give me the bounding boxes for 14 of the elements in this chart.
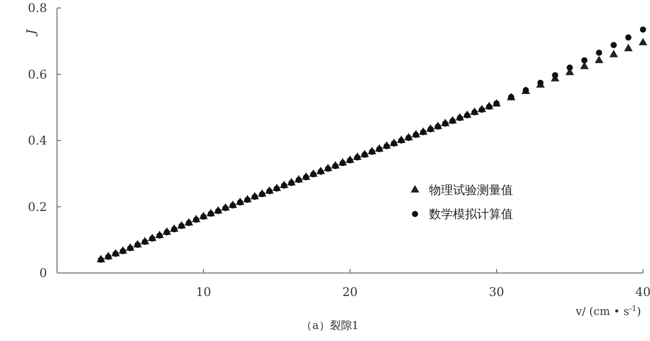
y-axis-title: J xyxy=(24,28,38,38)
y-tick-label: 0.4 xyxy=(28,134,48,148)
y-tick-label: 0.6 xyxy=(28,67,47,82)
y-tick-label: 0 xyxy=(39,266,47,280)
y-tick-label: 0.8 xyxy=(28,1,47,16)
x-tick-label: 20 xyxy=(342,285,358,299)
legend-label: 物理试验测量值 xyxy=(429,183,513,198)
y-tick-label: 0.2 xyxy=(28,200,47,214)
x-axis-title: v/ (cm • s$^{-1}$) xyxy=(574,304,641,318)
x-tick-label: 30 xyxy=(488,285,504,299)
text: （a）裂隙1 xyxy=(301,319,359,332)
x-tick-label: 10 xyxy=(196,285,212,299)
legend-label: 数学模拟计算值 xyxy=(429,207,513,222)
x-tick-label: 40 xyxy=(635,285,650,299)
